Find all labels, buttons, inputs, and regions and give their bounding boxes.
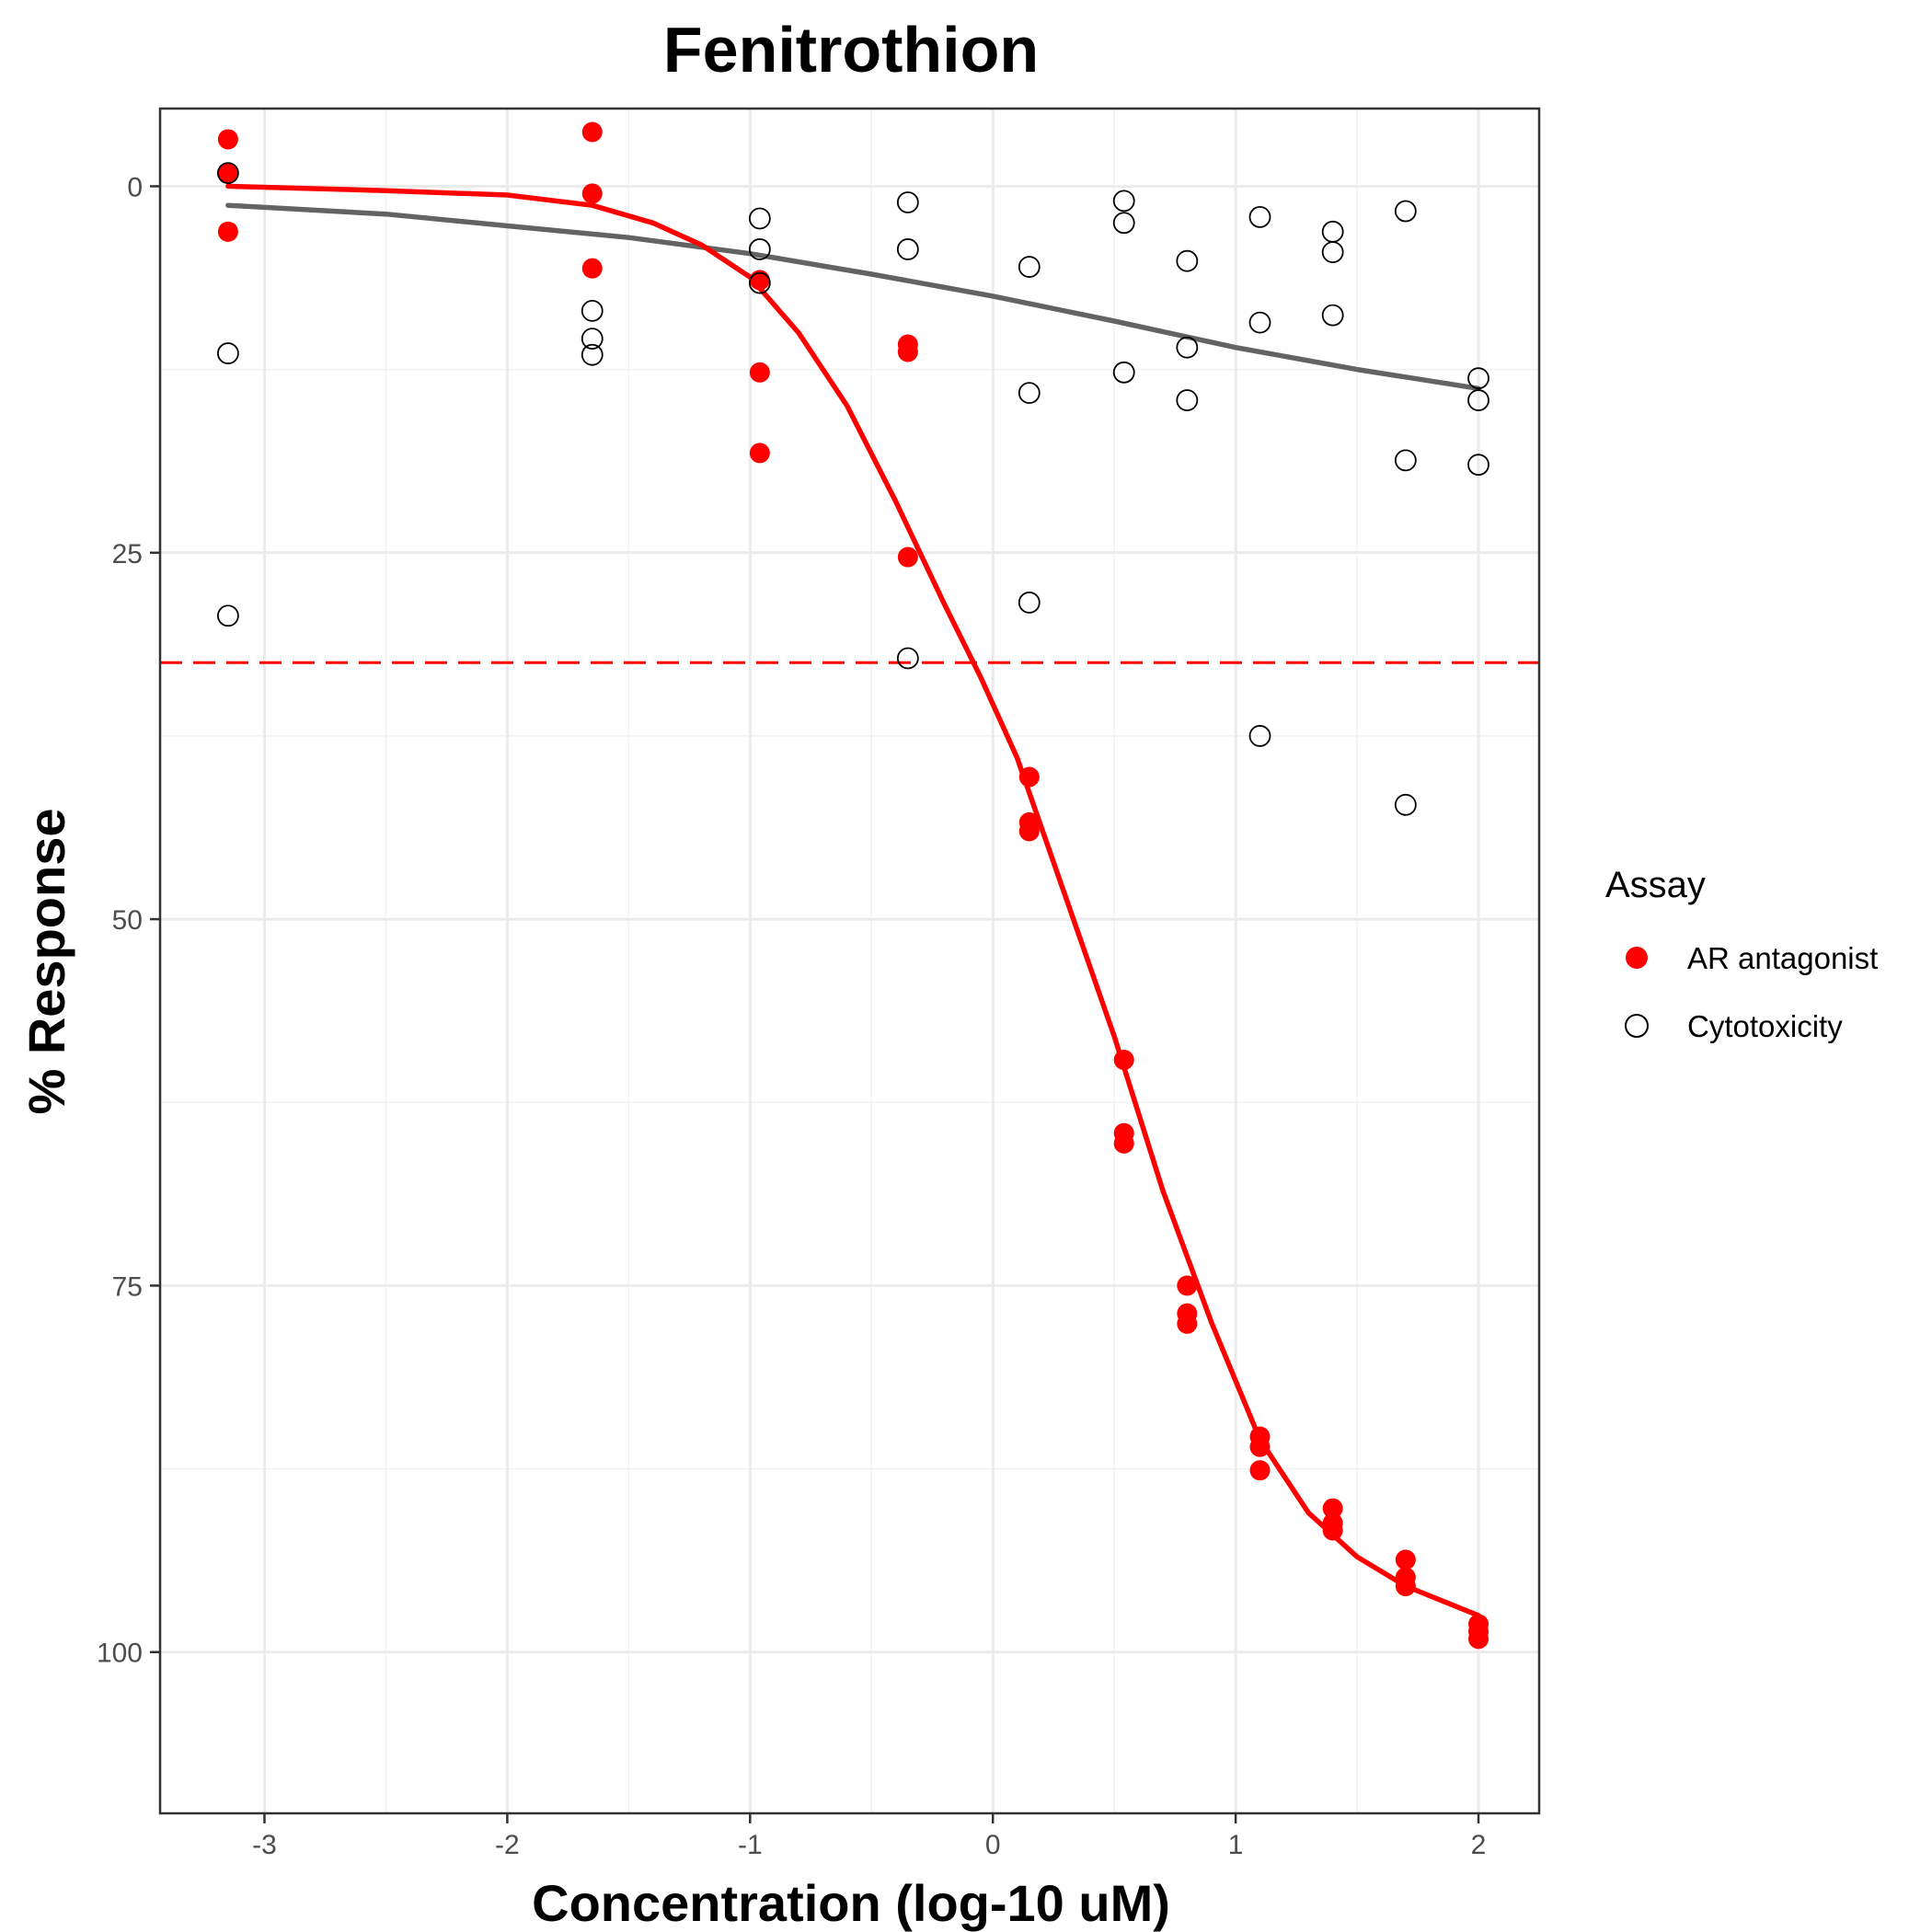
data-point-ar-antagonist <box>749 443 770 464</box>
x-tick-label: 0 <box>985 1830 1001 1860</box>
data-point-ar-antagonist <box>1018 766 1040 788</box>
data-point-cytotoxicity <box>1467 367 1489 390</box>
data-point-cytotoxicity <box>1112 212 1135 235</box>
x-axis-title: Concentration (log-10 uM) <box>532 1874 1170 1932</box>
plot-background <box>160 109 1539 1813</box>
data-point-ar-antagonist <box>217 221 238 242</box>
data-point-cytotoxicity <box>1018 382 1041 404</box>
data-point-cytotoxicity <box>216 604 239 627</box>
y-axis-title: % Response <box>17 809 75 1115</box>
data-point-cytotoxicity <box>581 343 604 366</box>
data-point-cytotoxicity <box>1176 336 1199 359</box>
fit-curves <box>225 183 1481 1618</box>
data-point-ar-antagonist <box>897 341 918 362</box>
data-point-cytotoxicity <box>1248 206 1271 228</box>
x-tick-label: 2 <box>1471 1830 1487 1860</box>
y-tick-label: 50 <box>112 905 143 936</box>
data-points <box>216 121 1489 1650</box>
x-axis: -3 -2 -1 0 1 2 <box>252 1813 1486 1860</box>
x-tick-label: -3 <box>252 1830 277 1860</box>
legend-label-cytotoxicity: Cytotoxicity <box>1687 1009 1843 1043</box>
legend-key-ar-antagonist <box>1626 947 1648 969</box>
plot-border <box>158 107 1541 1815</box>
data-point-ar-antagonist <box>217 129 238 150</box>
data-point-cytotoxicity <box>1248 725 1271 747</box>
data-point-ar-antagonist <box>1468 1628 1489 1650</box>
data-point-ar-antagonist <box>581 183 603 204</box>
data-point-ar-antagonist <box>749 362 770 383</box>
data-point-cytotoxicity <box>1321 241 1344 264</box>
data-point-ar-antagonist <box>1249 1460 1271 1481</box>
chart-title: Fenitrothion <box>663 14 1039 86</box>
data-point-cytotoxicity <box>896 647 919 670</box>
data-point-cytotoxicity <box>748 271 771 294</box>
data-point-cytotoxicity <box>896 191 919 213</box>
data-point-cytotoxicity <box>896 238 919 260</box>
data-point-ar-antagonist <box>1322 1520 1343 1541</box>
legend-key-cytotoxicity <box>1625 1014 1649 1038</box>
data-point-cytotoxicity <box>748 207 771 230</box>
y-tick-label: 75 <box>112 1271 143 1302</box>
data-point-cytotoxicity <box>1248 311 1271 334</box>
data-point-ar-antagonist <box>1113 1050 1134 1071</box>
data-point-ar-antagonist <box>1113 1133 1134 1154</box>
data-point-cytotoxicity <box>1018 592 1041 614</box>
y-tick-label: 25 <box>112 539 143 569</box>
data-point-ar-antagonist <box>1322 1498 1343 1519</box>
data-point-cytotoxicity <box>1176 249 1199 272</box>
minor-gridlines <box>160 109 1539 1813</box>
data-point-cytotoxicity <box>1112 361 1135 384</box>
data-point-ar-antagonist <box>1018 821 1040 842</box>
data-point-cytotoxicity <box>1112 190 1135 213</box>
y-tick-label: 100 <box>97 1639 143 1669</box>
data-point-cytotoxicity <box>216 162 239 185</box>
data-point-ar-antagonist <box>1177 1275 1198 1296</box>
fit-curve-cytotoxicity <box>225 202 1481 392</box>
legend-title: Assay <box>1605 865 1706 905</box>
fit-curve-ar-antagonist <box>225 183 1481 1618</box>
x-tick-label: -2 <box>495 1830 520 1860</box>
data-point-cytotoxicity <box>1018 256 1041 278</box>
data-point-cytotoxicity <box>216 342 239 364</box>
legend: Assay AR antagonist Cytotoxicity <box>1605 865 1878 1043</box>
data-point-cytotoxicity <box>748 238 771 260</box>
plot-panel <box>158 107 1541 1815</box>
data-point-cytotoxicity <box>1394 449 1417 472</box>
major-gridlines <box>160 109 1539 1813</box>
legend-label-ar-antagonist: AR antagonist <box>1687 941 1878 975</box>
x-tick-label: -1 <box>738 1830 763 1860</box>
data-point-cytotoxicity <box>1394 200 1417 223</box>
data-point-cytotoxicity <box>1467 389 1489 411</box>
data-point-ar-antagonist <box>217 163 238 184</box>
y-tick-label: 0 <box>127 172 143 202</box>
data-point-cytotoxicity <box>1321 304 1344 327</box>
y-axis: 0 25 50 75 100 <box>97 172 160 1669</box>
data-point-ar-antagonist <box>1395 1549 1416 1570</box>
data-point-cytotoxicity <box>1467 454 1489 477</box>
data-point-cytotoxicity <box>581 328 604 351</box>
data-point-ar-antagonist <box>1177 1313 1198 1334</box>
data-point-cytotoxicity <box>581 299 604 322</box>
data-point-ar-antagonist <box>1249 1436 1271 1457</box>
x-tick-label: 1 <box>1228 1830 1244 1860</box>
data-point-ar-antagonist <box>581 121 603 143</box>
data-point-ar-antagonist <box>581 258 603 279</box>
data-point-ar-antagonist <box>897 546 918 568</box>
data-point-cytotoxicity <box>1176 389 1199 411</box>
data-point-cytotoxicity <box>1394 793 1417 816</box>
data-point-ar-antagonist <box>1395 1576 1416 1597</box>
